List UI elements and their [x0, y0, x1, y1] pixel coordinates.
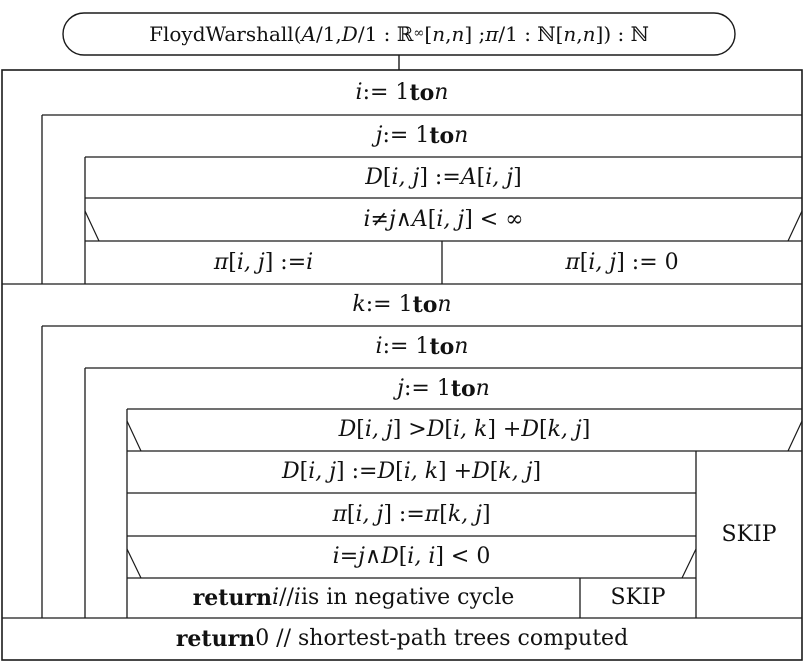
loop-header-j-init: j := 1 to n: [375, 123, 469, 149]
condition-init-predecessor: i ≠ j ∧ A[i, j] < ∞: [363, 206, 524, 232]
condition-diagonal-marks: [84, 210, 803, 579]
loop-header-j-main: j := 1 to n: [397, 375, 490, 402]
statement-relax-distance: D[i, j] := D[i, k] + D[k, j]: [281, 459, 542, 484]
statement-copy-weights: D[i, j] := A[i, j]: [365, 164, 522, 190]
branch-skip-inner: SKIP: [610, 585, 666, 610]
loop-header-i-init: i := 1 to n: [355, 79, 449, 106]
condition-relaxation: D[i, j] > D[i, k] + D[k, j]: [338, 417, 591, 442]
statement-return-negative-cycle: return i // i is in negative cycle: [192, 585, 515, 611]
branch-skip-outer: SKIP: [721, 521, 777, 547]
statement-update-predecessor: π[i, j] := π[k, j]: [332, 501, 491, 527]
loop-header-k: k := 1 to n: [352, 292, 452, 318]
branch-false-zero-predecessor: π[i, j] := 0: [565, 249, 679, 275]
function-signature: FloydWarshall(A/1, D/1 : ℝ ∞[n, n] ; π/1 …: [149, 22, 649, 46]
partition-lines: [2, 114, 802, 619]
condition-negative-cycle: i = j ∧ D[i, i] < 0: [332, 544, 491, 569]
statement-return-success: return 0 // shortest-path trees computed: [175, 626, 629, 652]
loop-header-i-main: i := 1 to n: [375, 334, 469, 360]
diagram-outer-frame: [1, 69, 803, 661]
branch-true-set-predecessor: π[i, j] := i: [213, 249, 314, 275]
